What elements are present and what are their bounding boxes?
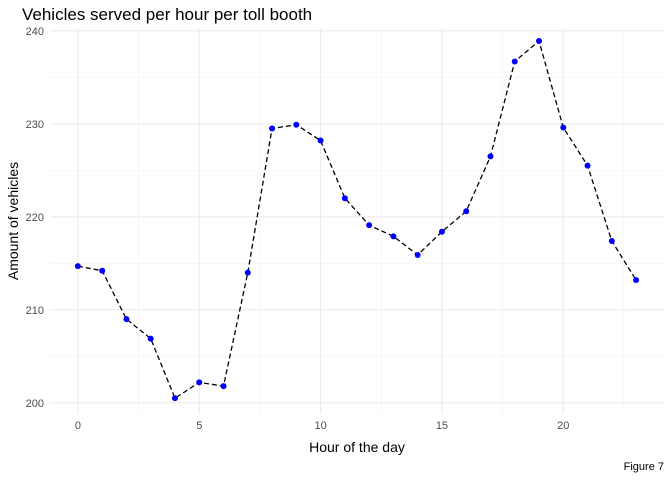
data-point: [536, 38, 543, 45]
data-point: [269, 125, 276, 132]
y-tick-label: 200: [26, 398, 44, 410]
x-tick-label: 20: [557, 420, 569, 432]
data-point: [438, 228, 445, 235]
figure-caption: Figure 7: [624, 461, 664, 473]
data-point: [196, 379, 203, 386]
y-tick-label: 210: [26, 305, 44, 317]
data-point: [608, 237, 615, 244]
data-point: [123, 316, 130, 323]
data-point: [487, 153, 494, 160]
data-point: [366, 222, 373, 229]
x-axis-ticks: 0 5 10 15 20: [75, 420, 570, 432]
data-point: [99, 267, 106, 274]
data-point: [463, 208, 470, 215]
data-point: [584, 162, 591, 169]
data-point: [560, 124, 567, 131]
data-point: [317, 137, 324, 144]
y-axis-title: Amount of vehicles: [5, 162, 21, 280]
data-points: [74, 38, 640, 402]
data-point: [390, 233, 397, 240]
y-tick-label: 230: [26, 119, 44, 131]
data-point: [633, 277, 640, 284]
data-point: [220, 383, 227, 390]
chart-title: Vehicles served per hour per toll booth: [22, 5, 312, 24]
data-point: [341, 195, 348, 202]
data-point: [414, 251, 421, 258]
x-tick-label: 10: [314, 420, 326, 432]
data-point: [293, 121, 300, 128]
y-tick-label: 240: [26, 26, 44, 38]
data-point: [244, 269, 251, 276]
series-line: [77, 39, 637, 400]
y-axis-ticks: 200 210 220 230 240: [26, 26, 44, 410]
data-point: [171, 395, 178, 402]
data-point: [74, 263, 81, 270]
x-axis-title: Hour of the day: [309, 439, 405, 455]
y-tick-label: 220: [26, 212, 44, 224]
x-tick-label: 5: [196, 420, 202, 432]
data-point: [147, 335, 154, 342]
x-tick-label: 15: [436, 420, 448, 432]
x-tick-label: 0: [75, 420, 81, 432]
data-point: [511, 58, 518, 65]
grid: [50, 28, 664, 414]
